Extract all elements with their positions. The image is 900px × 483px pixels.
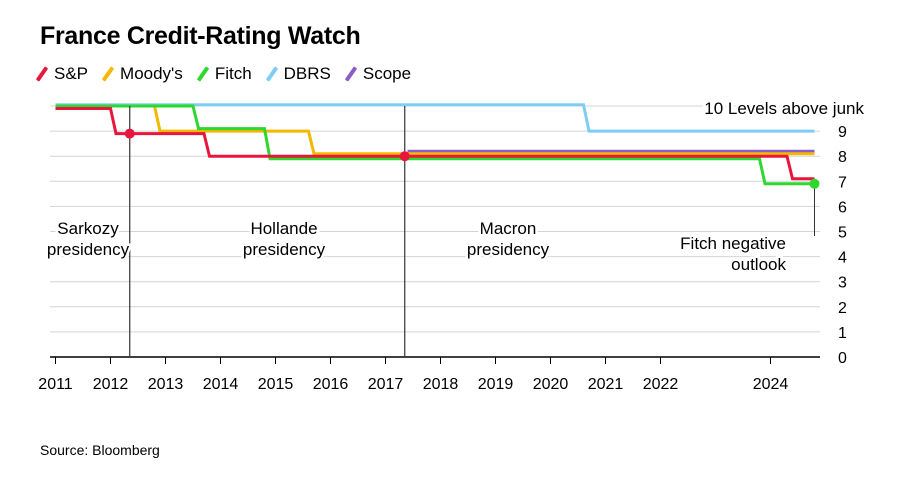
legend-item-sp: S&P [35,64,89,84]
legend-label-fitch: Fitch [214,64,252,83]
annotation-2-line-0: Macron [480,219,537,238]
x-tick-label-2012: 2012 [93,376,129,393]
x-tick-label-2014: 2014 [203,376,239,393]
event-layer [124,106,820,357]
annotation-3-line-1: outlook [731,255,786,274]
annotation-3-line-0: Fitch negative [680,234,786,253]
series-line-sp [55,107,815,181]
x-tick-label-2024: 2024 [753,376,789,393]
x-tick-label-2020: 2020 [533,376,569,393]
axis-layer: 0 1 2 3 4 5 6 7 8 9 2011 2012 2013 2014 2015 2016 2017 20… [38,124,847,393]
legend-item-scope: Scope [344,64,412,84]
x-tick-label-2011: 2011 [38,376,73,393]
grid-layer [50,105,820,358]
y-tick-label-3: 3 [838,275,847,292]
annotation-1-line-0: Hollande [250,219,317,238]
y-tick-label-2: 2 [838,300,847,317]
y-tick-label-8: 8 [838,149,847,166]
legend-item-dbrs: DBRS [265,64,331,84]
x-tick-label-2015: 2015 [258,376,294,393]
series-line-fitch [55,104,815,186]
legend-item-fitch: Fitch [196,64,252,84]
fitch-end-marker [809,178,820,189]
legend: S&P Moody's Fitch DBRS Scope [35,64,412,84]
y-tick-label-1: 1 [838,325,847,342]
annotation-1-line-1: presidency [243,240,326,259]
source-note: Source: Bloomberg [40,442,160,458]
legend-label-scope: Scope [362,64,412,83]
series-line-dbrs [55,103,815,133]
legend-label-moodys: Moody's [120,64,183,83]
event-marker-1 [399,151,410,162]
x-tick-label-2021: 2021 [588,376,624,393]
y-tick-label-0: 0 [838,350,847,367]
x-tick-label-2017: 2017 [368,376,404,393]
annotation-0-line-1: presidency [47,240,130,259]
x-tick-label-2016: 2016 [313,376,349,393]
x-tick-label-2013: 2013 [148,376,184,393]
chart-title: France Credit-Rating Watch [40,22,361,50]
x-tick-label-2019: 2019 [478,376,514,393]
y-tick-label-4: 4 [838,250,847,267]
series-layer [55,103,815,186]
legend-label-dbrs: DBRS [283,64,331,83]
annotation-2-line-1: presidency [467,240,550,259]
legend-item-moodys: Moody's [101,64,183,84]
legend-label-sp: S&P [54,64,89,83]
y-tick-label-5: 5 [838,225,847,242]
x-tick-label-2018: 2018 [423,376,459,393]
annotation-0-line-0: Sarkozy [57,219,119,238]
y-tick-label-7: 7 [838,174,847,191]
x-tick-label-2022: 2022 [643,376,679,393]
top-level-label: 10 Levels above junk [704,99,864,118]
event-marker-0 [124,128,135,139]
annotation-layer: 10 Levels above junk Sarkozy presidency Hol… [44,96,867,277]
y-tick-label-6: 6 [838,199,847,216]
y-tick-label-9: 9 [838,124,847,141]
